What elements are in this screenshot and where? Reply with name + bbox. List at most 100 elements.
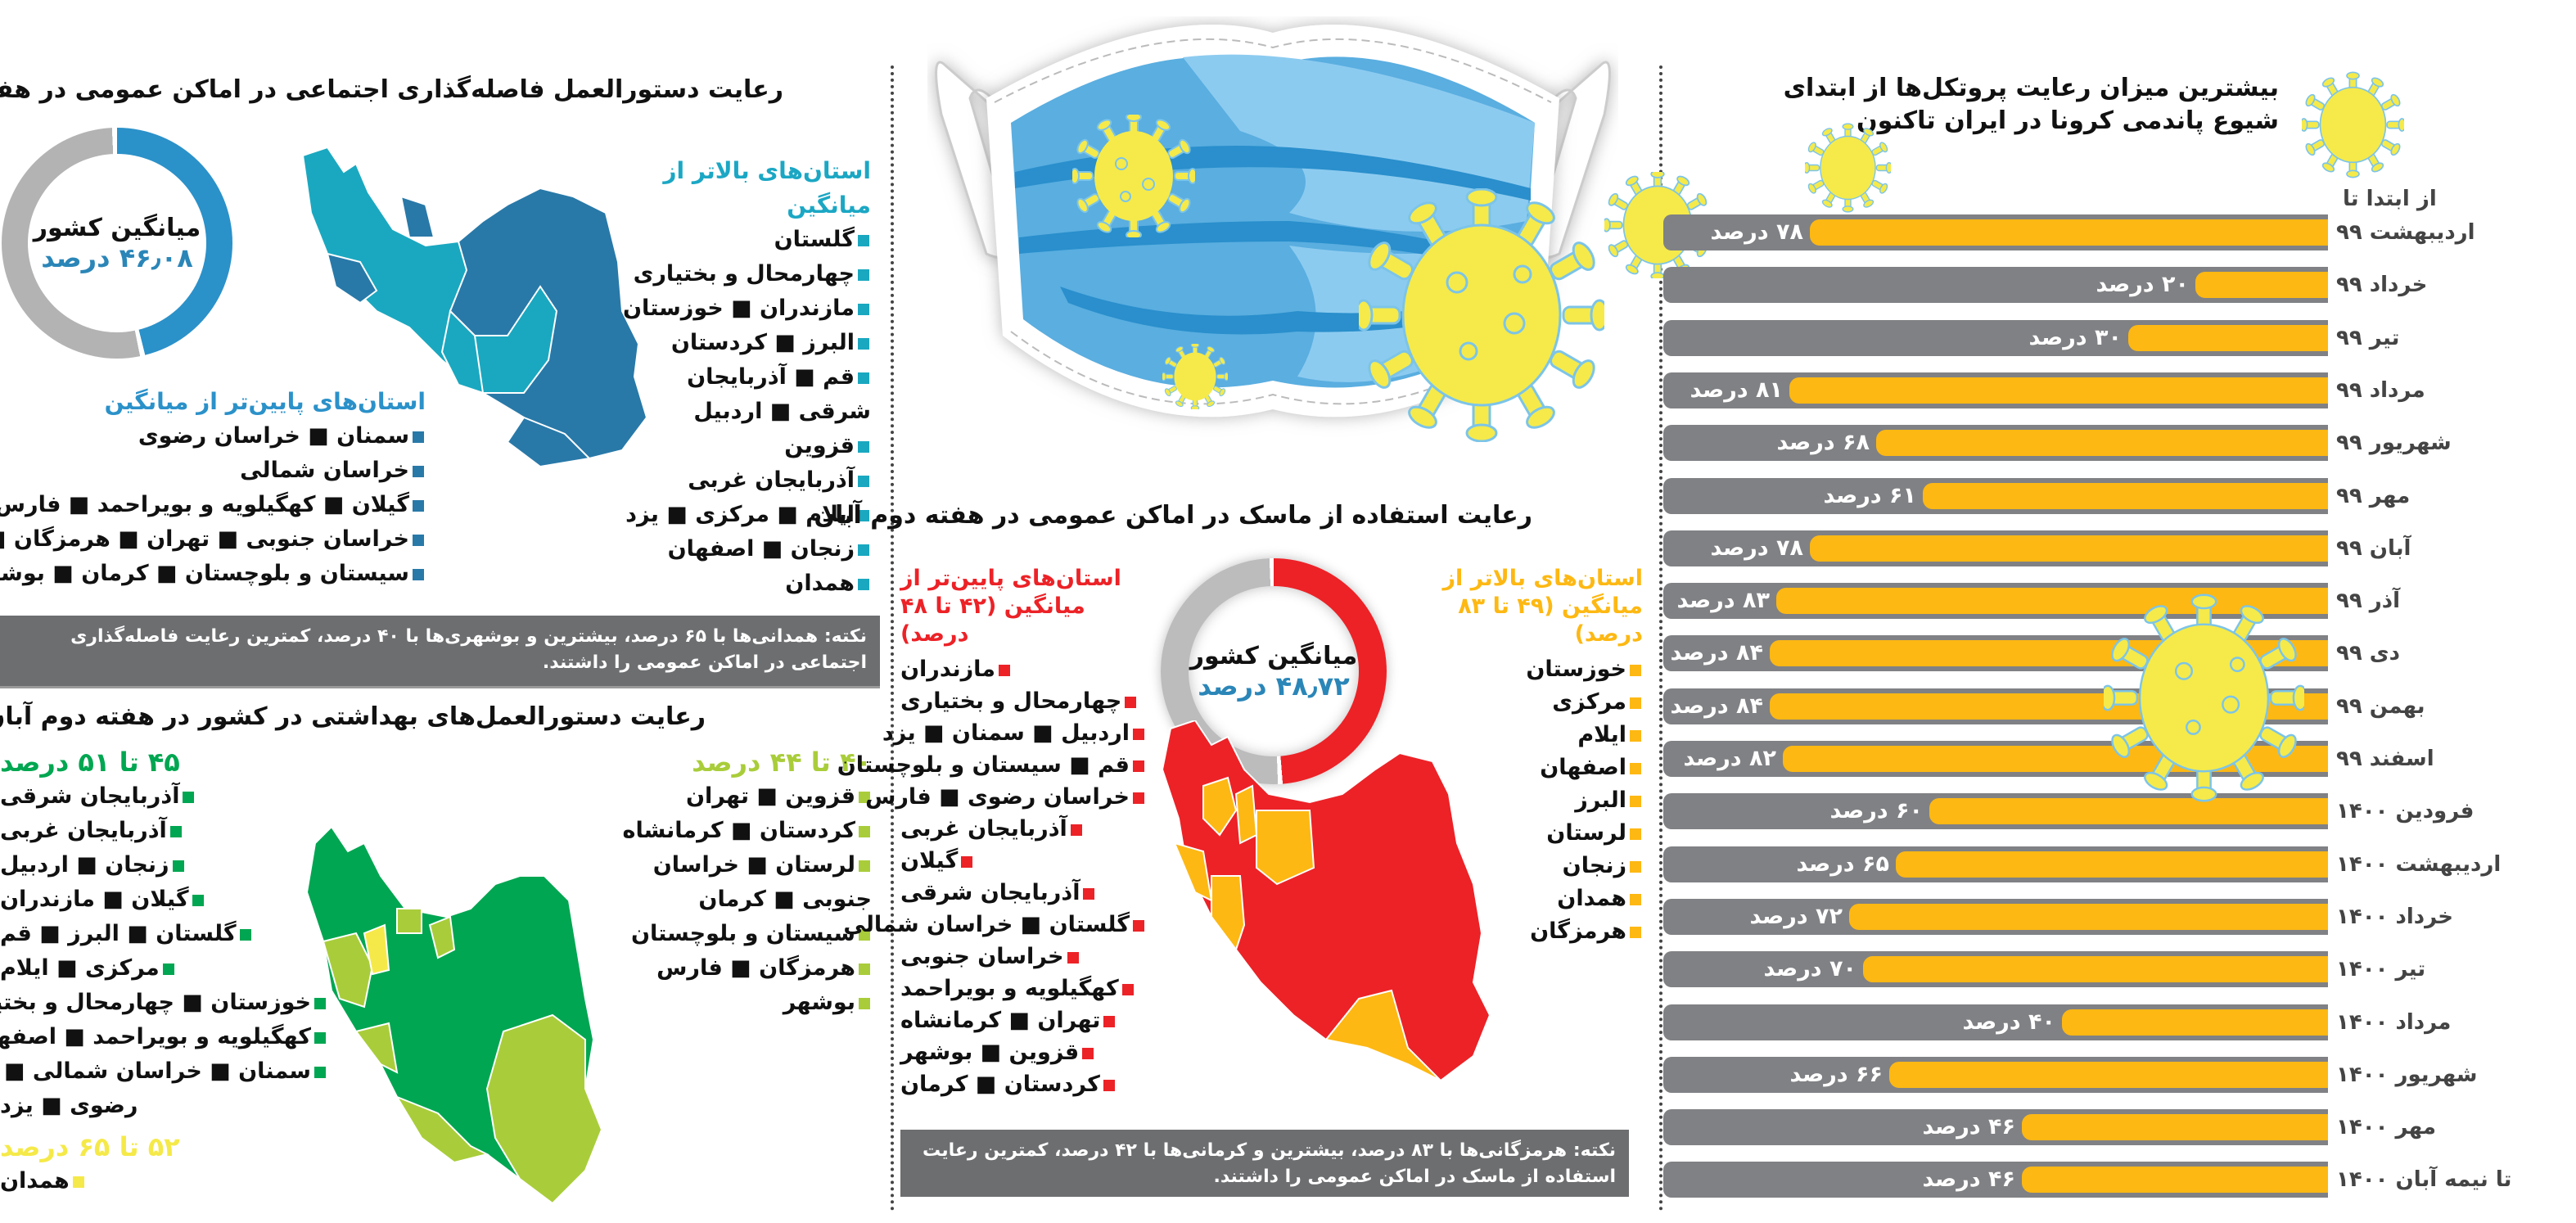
list-item: سمنان ■ خراسان رضوی [0, 419, 426, 454]
list-item: آذربایجان غربی [900, 813, 1146, 845]
bar-fill [1896, 851, 2328, 878]
bar-category-label: اسفند ۹۹ [2336, 747, 2434, 771]
list-item: همدان [0, 1164, 180, 1198]
bar-category-label: مهر ۹۹ [2336, 483, 2411, 508]
below-average-list: استان‌های پایین‌تر از میانگین سمنان ■ خر… [0, 385, 426, 591]
bar-fill [2062, 1009, 2328, 1036]
iran-map-mask-usage [1162, 720, 1491, 1082]
bar-track [1663, 951, 2328, 988]
bar-fill [1889, 1061, 2328, 1088]
bar-value-label: ۶۱ درصد [1823, 482, 1916, 508]
list-item: اصفهان [1397, 751, 1643, 784]
bar-value-label: ۷۸ درصد [1710, 219, 1803, 245]
list-item: شرقی ■ اردبیل [693, 399, 871, 424]
list-item: کهگیلویه و بویراحمد ■ اصفهان [0, 1020, 327, 1054]
bar-fill [1929, 798, 2328, 825]
list-item: گلستان ■ البرز ■ قم [0, 917, 327, 951]
bar-track [1663, 477, 2328, 514]
bar-track [1663, 846, 2328, 882]
list-item: لرستان [1397, 817, 1643, 850]
list-item: زنجان ■ اردبیل [0, 848, 327, 882]
donut-label: میانگین کشور [33, 213, 201, 242]
bar-row: ۴۶ درصد مهر ۱۴۰۰ [1663, 1109, 2572, 1146]
bar-category-label: اردیبهشت ۹۹ [2336, 220, 2475, 245]
bar-category-label: تا نیمه آبان ۱۴۰۰ [2336, 1167, 2512, 1193]
donut-value: ۴۸٫۷۲ درصد [1198, 670, 1350, 702]
section-divider-left [0, 686, 880, 688]
bar-category-label: خرداد ۱۴۰۰ [2336, 904, 2454, 929]
bar-fill [1776, 588, 2328, 615]
virus-icon [1359, 188, 1604, 442]
social-distancing-donut: میانگین کشور ۴۶٫۰۸ درصد [2, 128, 232, 359]
list-item: گلستان ■ خراسان شمالی [843, 909, 1146, 941]
social-distancing-title: رعایت دستورالعمل فاصله‌گذاری اجتماعی در … [0, 75, 783, 104]
bar-value-label: ۳۰ درصد [2028, 324, 2122, 350]
bar-fill [1810, 219, 2328, 246]
group-45-51-list: ۴۵ تا ۵۱ درصد آذربایجان شرقی آذربایجان غ… [0, 745, 327, 1123]
bar-track [1663, 214, 2328, 250]
bar-category-label: شهریور ۱۴۰۰ [2336, 1062, 2478, 1087]
bar-value-label: ۷۰ درصد [1763, 956, 1856, 982]
list-item: خوزستان [1397, 653, 1643, 686]
list-item: رضوی ■ یزد [0, 1093, 138, 1118]
bar-category-label: اردیبهشت ۱۴۰۰ [2336, 851, 2502, 877]
bar-fill [2128, 324, 2328, 351]
group-52-65-list: ۵۲ تا ۶۵ درصد همدان [0, 1130, 180, 1198]
list-item: بوشهر [610, 986, 872, 1020]
list-item: زنجان ■ اصفهان [609, 532, 871, 566]
list-item: اردبیل ■ سمنان ■ یزد [882, 717, 1146, 749]
group-40-44-heading: ۴۰ تا ۴۴ درصد [692, 747, 872, 778]
bar-category-label: شهریور ۹۹ [2336, 431, 2452, 456]
bar-fill [2022, 1167, 2328, 1194]
mask-usage-title: رعایت استفاده از ماسک در اماکن عمومی در … [814, 501, 1532, 530]
bar-category-label: خرداد ۹۹ [2336, 273, 2428, 298]
bar-category-label: مهر ۱۴۰۰ [2336, 1115, 2436, 1140]
bar-track [1663, 372, 2328, 408]
bar-value-label: ۲۰ درصد [2096, 272, 2189, 298]
bar-track [1663, 898, 2328, 935]
bar-fill [1923, 482, 2328, 509]
bar-category-label: تیر ۹۹ [2336, 325, 2400, 350]
bar-category-label: دی ۹۹ [2336, 641, 2400, 666]
bar-row: ۸۱ درصد مرداد ۹۹ [1663, 372, 2572, 408]
virus-icon [1162, 344, 1228, 409]
list-item: چهارمحال و بختیاری [609, 257, 871, 291]
social-distancing-note: نکته: همدانی‌ها با ۶۵ درصد، بیشترین و بو… [0, 616, 880, 686]
list-item: خوزستان ■ چهارمحال و بختیاری [0, 986, 327, 1020]
list-item: خراسان شمالی [0, 454, 426, 488]
list-item: گیلان [900, 845, 1146, 877]
bar-track [1663, 1056, 2328, 1093]
bar-value-label: ۴۶ درصد [1922, 1167, 2015, 1193]
bar-fill [2195, 272, 2328, 299]
iran-map-social-distancing [301, 147, 648, 468]
bar-row: ۶۱ درصد مهر ۹۹ [1663, 477, 2572, 514]
bar-value-label: ۷۲ درصد [1749, 903, 1843, 929]
bar-row: ۷۲ درصد خرداد ۱۴۰۰ [1663, 898, 2572, 935]
bar-track [1663, 793, 2328, 830]
list-item: سمنان ■ خراسان شمالی ■ خراسان [0, 1054, 327, 1089]
list-item: چهارمحال و بختیاری [900, 685, 1146, 717]
list-item: قم ■ آذربایجان [609, 360, 871, 395]
list-item: آذربایجان شرقی [900, 877, 1146, 909]
mask-below-average-list: استان‌های پایین‌تر از میانگین (۴۲ تا ۴۸ … [837, 565, 1146, 1100]
bar-row: ۷۰ درصد تیر ۱۴۰۰ [1663, 951, 2572, 988]
bar-row: ۷۸ درصد آبان ۹۹ [1663, 530, 2572, 566]
bar-value-label: ۶۰ درصد [1829, 798, 1923, 824]
list-item: زنجان [1397, 850, 1643, 882]
column-divider-right [1659, 65, 1662, 1212]
chart-title-line-2: شیوع پاندمی کرونا در ایران تاکنون [1856, 106, 2279, 135]
chart-title-line-1: بیشترین میزان رعایت پروتکل‌ها از ابتدای [1783, 74, 2279, 102]
list-item: گیلان ■ مازندران [0, 882, 327, 917]
above-average-list: استان‌های بالاتر از میانگین گلستان چهارم… [609, 154, 871, 601]
bar-value-label: ۸۳ درصد [1676, 588, 1770, 614]
bar-category-label: آذر ۹۹ [2336, 589, 2401, 614]
column-divider-left [891, 65, 894, 1212]
bar-row: ۷۸ درصد اردیبهشت ۹۹ [1663, 214, 2572, 250]
list-item: قزوین ■ بوشهر [900, 1036, 1146, 1068]
bar-fill [1876, 430, 2328, 457]
list-item: قم ■ سیستان و بلوچستان [837, 749, 1146, 781]
above-average-heading: استان‌های بالاتر از میانگین [663, 157, 871, 219]
list-item: قزوین [609, 429, 871, 463]
list-item: کردستان ■ کرمانشاه [610, 814, 872, 848]
donut-value: ۴۶٫۰۸ درصد [41, 241, 193, 273]
